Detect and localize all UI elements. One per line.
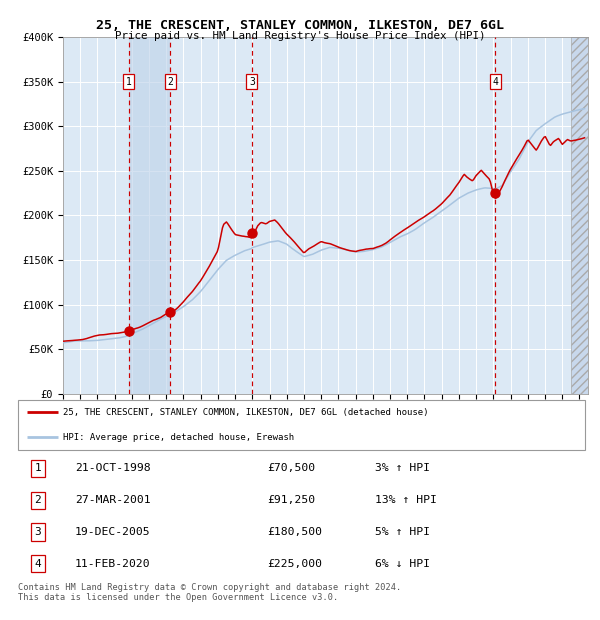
Text: 1: 1: [34, 464, 41, 474]
Text: 21-OCT-1998: 21-OCT-1998: [75, 464, 151, 474]
Text: Price paid vs. HM Land Registry's House Price Index (HPI): Price paid vs. HM Land Registry's House …: [115, 31, 485, 41]
Bar: [571, 37, 588, 394]
Bar: [128, 37, 170, 394]
Text: 19-DEC-2005: 19-DEC-2005: [75, 527, 151, 537]
FancyBboxPatch shape: [18, 400, 585, 450]
Text: 3: 3: [249, 77, 255, 87]
Text: HPI: Average price, detached house, Erewash: HPI: Average price, detached house, Erew…: [64, 433, 295, 441]
Text: 2: 2: [34, 495, 41, 505]
Text: 4: 4: [493, 77, 499, 87]
Text: 4: 4: [34, 559, 41, 569]
Text: 27-MAR-2001: 27-MAR-2001: [75, 495, 151, 505]
Text: Contains HM Land Registry data © Crown copyright and database right 2024.
This d: Contains HM Land Registry data © Crown c…: [18, 583, 401, 602]
Text: 3: 3: [34, 527, 41, 537]
Text: £70,500: £70,500: [268, 464, 316, 474]
Text: £180,500: £180,500: [268, 527, 322, 537]
Text: 2: 2: [167, 77, 173, 87]
Text: 1: 1: [125, 77, 131, 87]
Text: 11-FEB-2020: 11-FEB-2020: [75, 559, 151, 569]
Text: 5% ↑ HPI: 5% ↑ HPI: [375, 527, 430, 537]
Text: 3% ↑ HPI: 3% ↑ HPI: [375, 464, 430, 474]
Text: 13% ↑ HPI: 13% ↑ HPI: [375, 495, 437, 505]
Text: £91,250: £91,250: [268, 495, 316, 505]
Text: £225,000: £225,000: [268, 559, 322, 569]
Text: 6% ↓ HPI: 6% ↓ HPI: [375, 559, 430, 569]
Text: 25, THE CRESCENT, STANLEY COMMON, ILKESTON, DE7 6GL: 25, THE CRESCENT, STANLEY COMMON, ILKEST…: [96, 19, 504, 32]
Text: 25, THE CRESCENT, STANLEY COMMON, ILKESTON, DE7 6GL (detached house): 25, THE CRESCENT, STANLEY COMMON, ILKEST…: [64, 408, 429, 417]
